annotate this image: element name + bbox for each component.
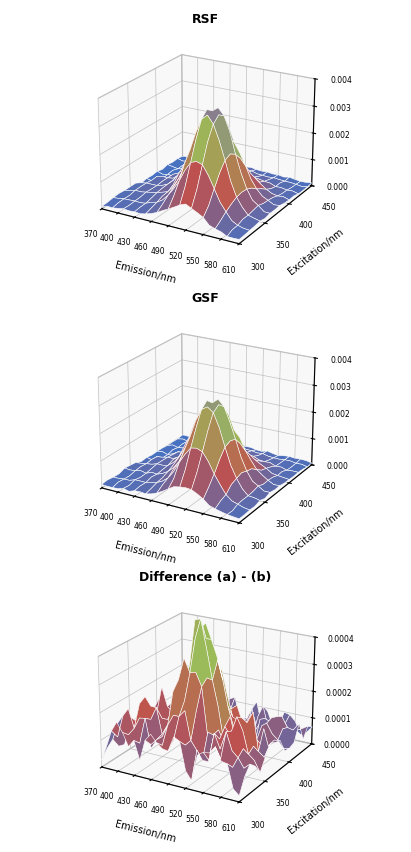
- X-axis label: Emission/nm: Emission/nm: [114, 819, 177, 844]
- Y-axis label: Excitation/nm: Excitation/nm: [286, 227, 345, 277]
- Title: Difference (a) - (b): Difference (a) - (b): [139, 571, 272, 584]
- X-axis label: Emission/nm: Emission/nm: [114, 261, 177, 285]
- Y-axis label: Excitation/nm: Excitation/nm: [286, 786, 345, 836]
- X-axis label: Emission/nm: Emission/nm: [114, 540, 177, 565]
- Y-axis label: Excitation/nm: Excitation/nm: [286, 506, 345, 556]
- Title: GSF: GSF: [192, 291, 219, 305]
- Title: RSF: RSF: [192, 13, 219, 26]
